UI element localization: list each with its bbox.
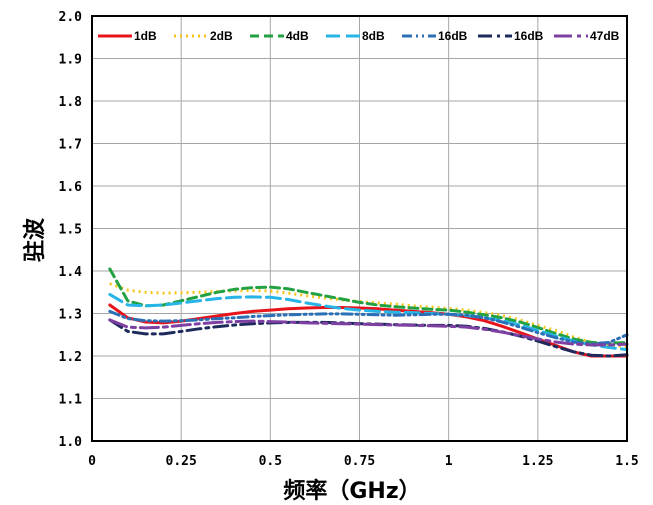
y-tick-label: 1.9 xyxy=(59,53,82,68)
y-tick-label: 1.0 xyxy=(59,435,83,450)
legend-label: 47dB xyxy=(590,29,620,43)
x-tick-label: 0.25 xyxy=(166,454,197,469)
legend-label: 2dB xyxy=(210,29,233,43)
y-tick-label: 1.5 xyxy=(59,223,82,238)
x-tick-label: 0.75 xyxy=(344,454,375,469)
y-tick-label: 1.6 xyxy=(59,180,83,195)
y-tick-label: 1.7 xyxy=(59,138,82,153)
legend: 1dB 2dB 4dB 8dB 16dB 16dB 47dB xyxy=(98,29,620,43)
x-tick-label: 1 xyxy=(445,454,453,469)
x-tick-label: 1.25 xyxy=(522,454,553,469)
series-line-4dB xyxy=(108,267,629,345)
x-axis-title: 频率（GHz） xyxy=(283,478,420,504)
series-line-16dB xyxy=(108,309,629,346)
x-tick-label: 0.5 xyxy=(259,454,282,469)
legend-label: 1dB xyxy=(134,29,157,43)
y-tick-label: 1.4 xyxy=(59,265,83,280)
grid-lines xyxy=(92,16,627,441)
y-tick-label: 1.8 xyxy=(59,95,83,110)
series-line-8dB xyxy=(108,292,629,352)
series-lines xyxy=(108,267,629,358)
x-tick-label: 0 xyxy=(88,454,96,469)
legend-label: 8dB xyxy=(362,29,385,43)
plot-frame xyxy=(91,15,628,442)
y-axis-title: 驻波 xyxy=(22,217,48,262)
y-tick-label: 2.0 xyxy=(59,10,83,25)
y-tick-label: 1.3 xyxy=(59,308,82,323)
legend-label: 4dB xyxy=(286,29,309,43)
y-tick-labels: 1.0 1.1 1.2 1.3 1.4 1.5 1.6 1.7 1.8 1.9 2.0 xyxy=(59,10,83,450)
y-tick-label: 1.1 xyxy=(59,393,83,408)
y-tick-label: 1.2 xyxy=(59,350,82,365)
legend-label: 16dB xyxy=(438,29,468,43)
series-line-47dB xyxy=(108,318,629,347)
x-tick-labels: 0 0.25 0.5 0.75 1 1.25 1.5 xyxy=(88,454,639,469)
x-tick-label: 1.5 xyxy=(615,454,638,469)
legend-label: 16dB xyxy=(514,29,544,43)
